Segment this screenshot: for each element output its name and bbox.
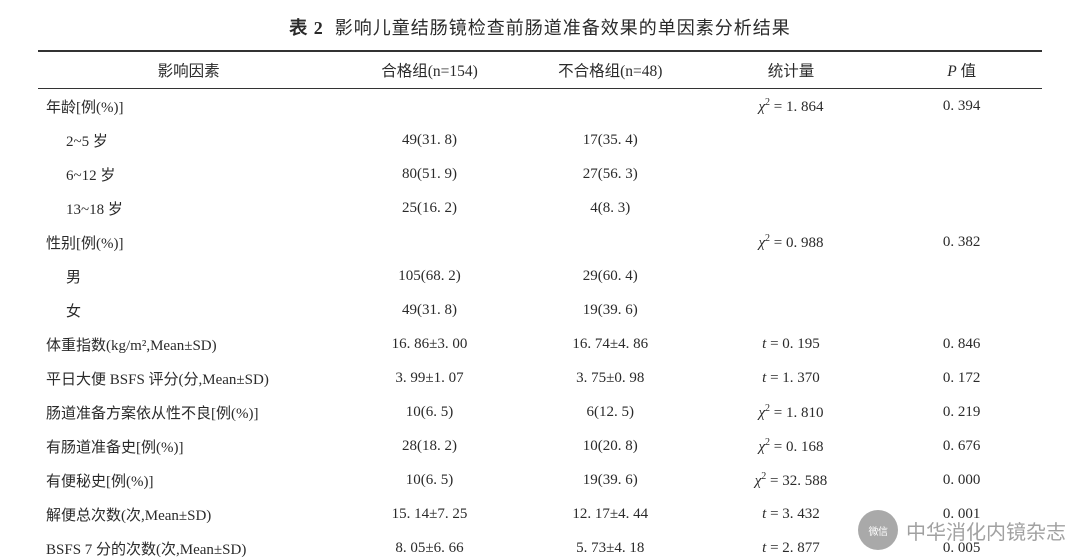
title-text: 影响儿童结肠镜检查前肠道准备效果的单因素分析结果 xyxy=(335,18,791,38)
cell-stat: t = 2. 877 xyxy=(701,531,882,560)
cell-group-fail: 17(35. 4) xyxy=(520,123,701,157)
cell-group-fail: 19(39. 6) xyxy=(520,293,701,327)
table-row: 体重指数(kg/m²,Mean±SD)16. 86±3. 0016. 74±4.… xyxy=(38,327,1042,361)
header-row: 影响因素 合格组(n=154) 不合格组(n=48) 统计量 P 值 xyxy=(38,51,1042,89)
col-fail: 不合格组(n=48) xyxy=(520,51,701,89)
cell-group-pass: 105(68. 2) xyxy=(339,259,520,293)
table-row: 6~12 岁80(51. 9)27(56. 3) xyxy=(38,157,1042,191)
cell-factor: 平日大便 BSFS 评分(分,Mean±SD) xyxy=(38,361,339,395)
table-body: 年龄[例(%)] = 1. 8640. 3942~5 岁49(31. 8)17(… xyxy=(38,89,1042,560)
cell-factor: 年龄[例(%)] xyxy=(38,89,339,124)
cell-group-fail: 16. 74±4. 86 xyxy=(520,327,701,361)
cell-stat: t = 3. 432 xyxy=(701,497,882,531)
table-row: BSFS 7 分的次数(次,Mean±SD)8. 05±6. 665. 73±4… xyxy=(38,531,1042,560)
cell-group-fail: 10(20. 8) xyxy=(520,429,701,463)
cell-p: 0. 846 xyxy=(881,327,1042,361)
cell-group-fail: 3. 75±0. 98 xyxy=(520,361,701,395)
cell-group-fail: 29(60. 4) xyxy=(520,259,701,293)
cell-p: 0. 005 xyxy=(881,531,1042,560)
cell-factor: 男 xyxy=(38,259,339,293)
cell-p xyxy=(881,191,1042,225)
table-row: 男105(68. 2)29(60. 4) xyxy=(38,259,1042,293)
cell-stat xyxy=(701,293,882,327)
cell-group-pass xyxy=(339,89,520,124)
cell-p xyxy=(881,293,1042,327)
cell-p: 0. 676 xyxy=(881,429,1042,463)
cell-factor: 体重指数(kg/m²,Mean±SD) xyxy=(38,327,339,361)
cell-group-pass: 8. 05±6. 66 xyxy=(339,531,520,560)
table-row: 有肠道准备史[例(%)]28(18. 2)10(20. 8) = 0. 1680… xyxy=(38,429,1042,463)
cell-group-pass: 10(6. 5) xyxy=(339,395,520,429)
cell-group-fail: 5. 73±4. 18 xyxy=(520,531,701,560)
cell-group-pass: 3. 99±1. 07 xyxy=(339,361,520,395)
cell-group-pass: 49(31. 8) xyxy=(339,123,520,157)
table-row: 女49(31. 8)19(39. 6) xyxy=(38,293,1042,327)
cell-factor: 解便总次数(次,Mean±SD) xyxy=(38,497,339,531)
analysis-table: 影响因素 合格组(n=154) 不合格组(n=48) 统计量 P 值 年龄[例(… xyxy=(38,50,1042,560)
table-row: 13~18 岁25(16. 2)4(8. 3) xyxy=(38,191,1042,225)
cell-factor: 13~18 岁 xyxy=(38,191,339,225)
cell-p: 0. 394 xyxy=(881,89,1042,124)
table-row: 平日大便 BSFS 评分(分,Mean±SD)3. 99±1. 073. 75±… xyxy=(38,361,1042,395)
cell-group-pass: 25(16. 2) xyxy=(339,191,520,225)
cell-stat xyxy=(701,123,882,157)
col-p: P 值 xyxy=(881,51,1042,89)
cell-factor: 性别[例(%)] xyxy=(38,225,339,259)
cell-group-pass xyxy=(339,225,520,259)
col-stat: 统计量 xyxy=(701,51,882,89)
cell-group-pass: 28(18. 2) xyxy=(339,429,520,463)
cell-factor: 肠道准备方案依从性不良[例(%)] xyxy=(38,395,339,429)
cell-p xyxy=(881,157,1042,191)
cell-factor: BSFS 7 分的次数(次,Mean±SD) xyxy=(38,531,339,560)
cell-p: 0. 382 xyxy=(881,225,1042,259)
cell-group-pass: 15. 14±7. 25 xyxy=(339,497,520,531)
cell-group-pass: 80(51. 9) xyxy=(339,157,520,191)
cell-group-fail: 19(39. 6) xyxy=(520,463,701,497)
table-row: 年龄[例(%)] = 1. 8640. 394 xyxy=(38,89,1042,124)
cell-p xyxy=(881,123,1042,157)
cell-stat: = 32. 588 xyxy=(701,463,882,497)
cell-group-fail: 6(12. 5) xyxy=(520,395,701,429)
table-row: 性别[例(%)] = 0. 9880. 382 xyxy=(38,225,1042,259)
cell-stat xyxy=(701,191,882,225)
col-pass: 合格组(n=154) xyxy=(339,51,520,89)
cell-stat: t = 1. 370 xyxy=(701,361,882,395)
cell-factor: 有肠道准备史[例(%)] xyxy=(38,429,339,463)
title-prefix: 表 2 xyxy=(289,18,324,38)
cell-stat: = 1. 864 xyxy=(701,89,882,124)
cell-group-fail: 12. 17±4. 44 xyxy=(520,497,701,531)
cell-group-fail xyxy=(520,225,701,259)
cell-stat: = 0. 988 xyxy=(701,225,882,259)
col-factor: 影响因素 xyxy=(38,51,339,89)
cell-group-fail: 27(56. 3) xyxy=(520,157,701,191)
cell-group-fail: 4(8. 3) xyxy=(520,191,701,225)
cell-stat: t = 0. 195 xyxy=(701,327,882,361)
cell-group-fail xyxy=(520,89,701,124)
table-row: 肠道准备方案依从性不良[例(%)]10(6. 5)6(12. 5) = 1. 8… xyxy=(38,395,1042,429)
cell-p: 0. 000 xyxy=(881,463,1042,497)
cell-stat: = 0. 168 xyxy=(701,429,882,463)
cell-group-pass: 49(31. 8) xyxy=(339,293,520,327)
cell-p: 0. 001 xyxy=(881,497,1042,531)
cell-stat xyxy=(701,157,882,191)
table-row: 解便总次数(次,Mean±SD)15. 14±7. 2512. 17±4. 44… xyxy=(38,497,1042,531)
cell-factor: 6~12 岁 xyxy=(38,157,339,191)
cell-p xyxy=(881,259,1042,293)
cell-stat xyxy=(701,259,882,293)
cell-p: 0. 219 xyxy=(881,395,1042,429)
table-row: 2~5 岁49(31. 8)17(35. 4) xyxy=(38,123,1042,157)
cell-group-pass: 10(6. 5) xyxy=(339,463,520,497)
cell-factor: 有便秘史[例(%)] xyxy=(38,463,339,497)
cell-p: 0. 172 xyxy=(881,361,1042,395)
cell-factor: 2~5 岁 xyxy=(38,123,339,157)
cell-factor: 女 xyxy=(38,293,339,327)
cell-group-pass: 16. 86±3. 00 xyxy=(339,327,520,361)
cell-stat: = 1. 810 xyxy=(701,395,882,429)
table-title: 表 2 影响儿童结肠镜检查前肠道准备效果的单因素分析结果 xyxy=(38,14,1042,40)
table-row: 有便秘史[例(%)]10(6. 5)19(39. 6) = 32. 5880. … xyxy=(38,463,1042,497)
